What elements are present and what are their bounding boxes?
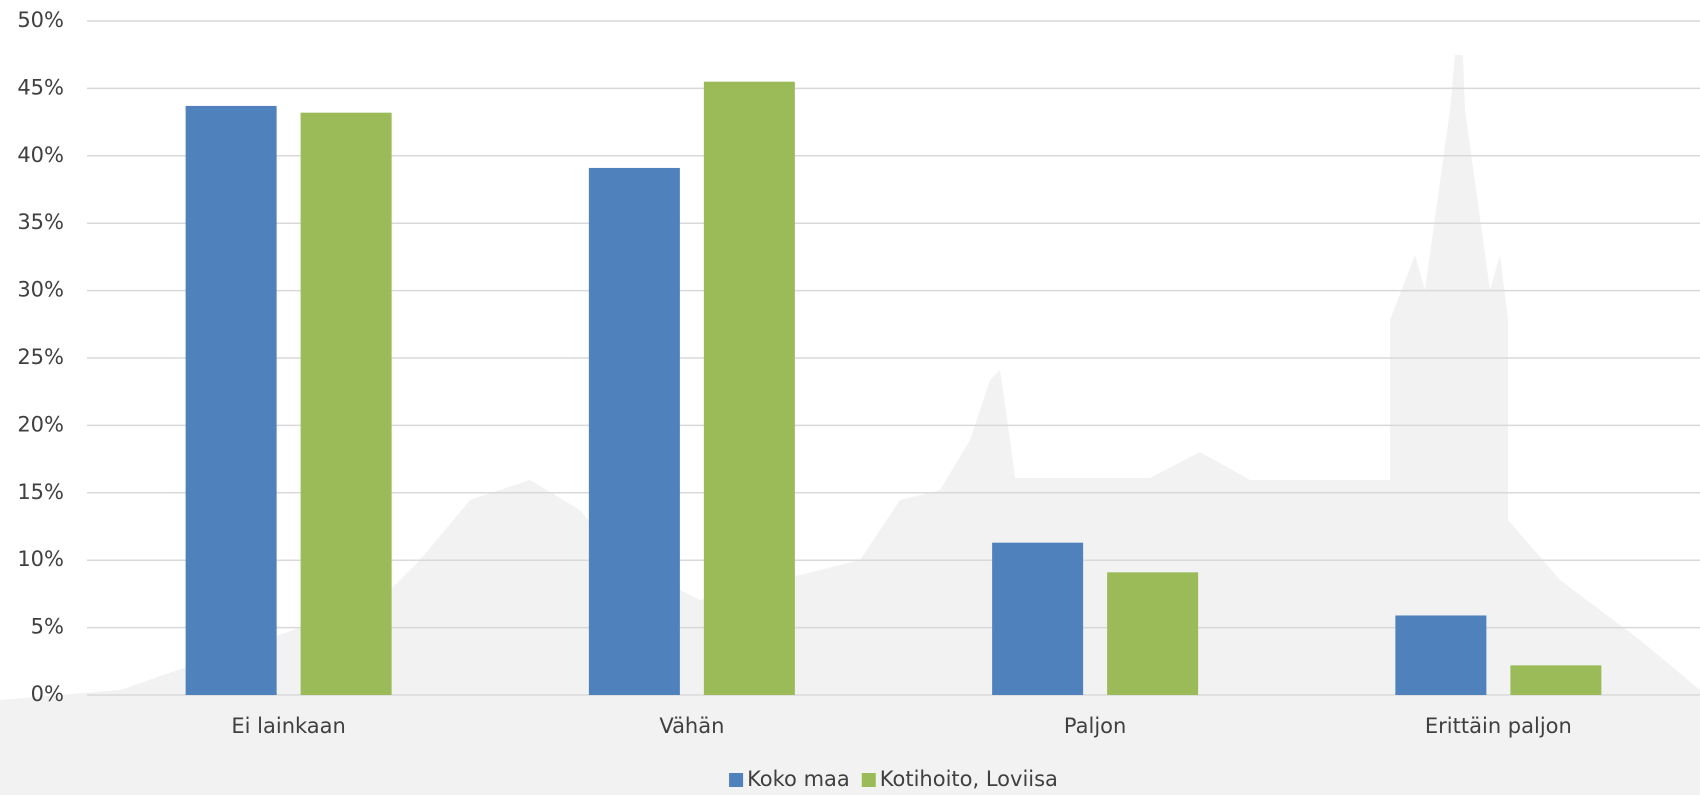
x-tick-label: Vähän	[659, 714, 724, 738]
background-silhouette	[0, 55, 1700, 795]
bar	[1107, 572, 1199, 695]
y-tick-label: 10%	[17, 547, 64, 571]
bar	[300, 112, 392, 695]
y-tick-label: 35%	[17, 210, 64, 234]
legend-item: Koko maa	[729, 767, 850, 791]
bar-layer	[185, 81, 1602, 695]
bar	[1395, 615, 1487, 695]
legend-swatch	[861, 773, 876, 787]
y-tick-label: 50%	[17, 8, 64, 32]
legend-item: Kotihoito, Loviisa	[861, 767, 1058, 791]
y-tick-label: 0%	[31, 682, 64, 706]
bar	[703, 81, 795, 695]
legend-label: Kotihoito, Loviisa	[880, 767, 1058, 791]
y-tick-label: 45%	[17, 75, 64, 99]
bar	[992, 542, 1084, 695]
grid-layer	[87, 20, 1700, 696]
x-tick-label: Erittäin paljon	[1425, 714, 1572, 738]
legend-swatch	[729, 773, 744, 787]
y-tick-label: 30%	[17, 278, 64, 302]
bar	[1510, 665, 1602, 695]
bar	[588, 167, 680, 695]
y-tick-label: 40%	[17, 143, 64, 167]
y-tick-label: 20%	[17, 412, 64, 436]
y-tick-label: 5%	[31, 615, 64, 639]
legend-label: Koko maa	[747, 767, 850, 791]
x-tick-label: Ei lainkaan	[231, 714, 345, 738]
bar	[185, 105, 277, 695]
x-tick-label: Paljon	[1064, 714, 1126, 738]
y-tick-label: 25%	[17, 345, 64, 369]
y-tick-label: 15%	[17, 480, 64, 504]
